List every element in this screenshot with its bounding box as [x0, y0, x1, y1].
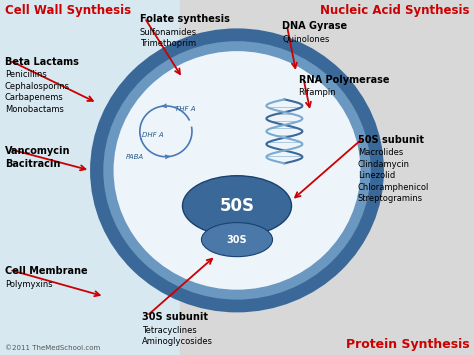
Text: DHF A: DHF A: [142, 132, 164, 138]
Ellipse shape: [103, 41, 371, 300]
Text: Nucleic Acid Synthesis: Nucleic Acid Synthesis: [320, 4, 469, 17]
Text: Rifampin: Rifampin: [299, 88, 336, 97]
Ellipse shape: [90, 28, 384, 312]
Text: Bacitracin: Bacitracin: [5, 159, 60, 169]
Text: Quinolones: Quinolones: [282, 35, 329, 44]
Text: DNA Gyrase: DNA Gyrase: [282, 21, 347, 31]
Text: Cell Wall Synthesis: Cell Wall Synthesis: [5, 4, 131, 17]
Text: Polymyxins: Polymyxins: [5, 280, 52, 289]
Ellipse shape: [182, 176, 292, 236]
Ellipse shape: [114, 51, 360, 290]
Text: RNA Polymerase: RNA Polymerase: [299, 75, 389, 84]
Text: 50S: 50S: [219, 197, 255, 215]
Text: 30S: 30S: [227, 235, 247, 245]
Text: Vancomycin: Vancomycin: [5, 146, 70, 155]
Bar: [180, 0, 474, 355]
Text: Tetracyclines
Aminoglycosides: Tetracyclines Aminoglycosides: [142, 326, 213, 346]
Text: Folate synthesis: Folate synthesis: [140, 14, 230, 24]
Text: PABA: PABA: [126, 154, 144, 160]
Text: THF A: THF A: [175, 106, 196, 112]
Text: Protein Synthesis: Protein Synthesis: [346, 338, 469, 351]
Text: Beta Lactams: Beta Lactams: [5, 57, 79, 67]
Text: 30S subunit: 30S subunit: [142, 312, 208, 322]
Text: Sulfonamides
Trimethoprim: Sulfonamides Trimethoprim: [140, 28, 197, 48]
Text: 50S subunit: 50S subunit: [358, 135, 424, 145]
Ellipse shape: [201, 223, 273, 257]
Text: Penicillins
Cephalosporins
Carbapenems
Monobactams: Penicillins Cephalosporins Carbapenems M…: [5, 70, 70, 114]
Text: Cell Membrane: Cell Membrane: [5, 266, 87, 276]
Text: Macrolides
Clindamycin
Linezolid
Chloramphenicol
Streptogramins: Macrolides Clindamycin Linezolid Chloram…: [358, 148, 429, 203]
Text: ©2011 TheMedSchool.com: ©2011 TheMedSchool.com: [5, 345, 100, 351]
